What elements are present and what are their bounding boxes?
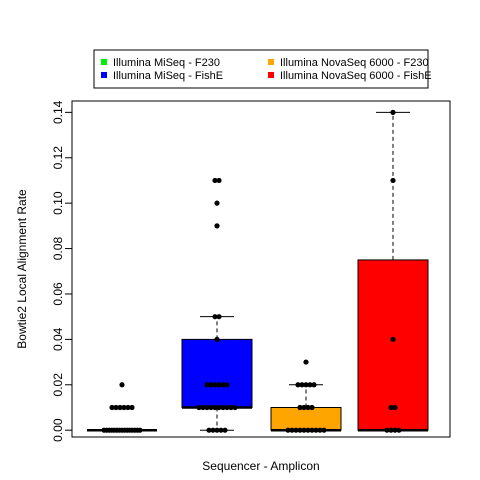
data-point bbox=[232, 404, 238, 411]
box-iqr bbox=[270, 406, 342, 431]
data-point bbox=[206, 427, 212, 433]
data-point bbox=[384, 427, 390, 433]
data-point bbox=[214, 336, 220, 342]
data-point bbox=[303, 382, 309, 388]
data-point bbox=[210, 427, 216, 433]
y-axis: 0.00 0.02 0.04 0.06 0.08 0.10 0.12 0.14 bbox=[51, 100, 73, 442]
y-axis-label: Bowtie2 Local Alignment Rate bbox=[15, 189, 29, 349]
legend-swatch-novaseq-fishe bbox=[268, 72, 274, 78]
data-point bbox=[121, 404, 127, 411]
legend-swatch-miseq-f230 bbox=[101, 59, 107, 65]
legend-label-novaseq-f230: Illumina NovaSeq 6000 - F230 bbox=[280, 57, 429, 69]
data-point bbox=[295, 382, 301, 388]
legend-swatch-novaseq-f230 bbox=[268, 59, 274, 65]
data-point bbox=[216, 177, 222, 184]
boxes-layer bbox=[87, 111, 429, 432]
data-point bbox=[289, 427, 295, 433]
data-point bbox=[200, 404, 206, 411]
data-point bbox=[214, 200, 220, 206]
data-point bbox=[214, 223, 220, 229]
data-point bbox=[212, 314, 218, 320]
data-point bbox=[228, 404, 234, 411]
data-point bbox=[113, 404, 119, 411]
data-point bbox=[212, 382, 218, 388]
data-point bbox=[125, 404, 131, 411]
data-point bbox=[396, 427, 402, 433]
data-point bbox=[390, 336, 396, 342]
y-tick-label: 0.14 bbox=[51, 100, 65, 124]
data-point bbox=[317, 427, 323, 433]
data-point bbox=[303, 359, 309, 365]
data-point bbox=[285, 427, 291, 433]
data-point bbox=[388, 404, 394, 411]
data-point bbox=[224, 404, 230, 411]
data-point bbox=[299, 382, 305, 388]
legend-label-miseq-f230: Illumina MiSeq - F230 bbox=[113, 57, 220, 69]
y-tick-label: 0.12 bbox=[51, 146, 65, 170]
data-point bbox=[208, 404, 214, 411]
y-tick-label: 0.02 bbox=[51, 373, 65, 397]
data-point bbox=[218, 427, 224, 433]
data-point bbox=[222, 427, 228, 433]
legend-box bbox=[93, 49, 429, 89]
data-point bbox=[305, 404, 311, 411]
data-point bbox=[388, 427, 394, 433]
y-tick-label: 0.08 bbox=[51, 237, 65, 261]
data-point bbox=[204, 382, 210, 388]
data-point bbox=[119, 382, 125, 388]
legend: Illumina MiSeq - F230 Illumina MiSeq - F… bbox=[93, 49, 432, 89]
data-point bbox=[216, 314, 222, 320]
data-point bbox=[313, 427, 319, 433]
data-point bbox=[309, 427, 315, 433]
data-point bbox=[311, 382, 317, 388]
data-point bbox=[390, 109, 396, 115]
legend-label-novaseq-fishe: Illumina NovaSeq 6000 - FishE bbox=[280, 70, 432, 82]
data-point bbox=[321, 427, 327, 433]
points-layer bbox=[101, 109, 402, 433]
data-point bbox=[392, 404, 398, 411]
data-point bbox=[305, 427, 311, 433]
data-point bbox=[109, 404, 115, 411]
box-iqr bbox=[357, 259, 429, 431]
data-point bbox=[117, 404, 123, 411]
y-tick-label: 0.06 bbox=[51, 282, 65, 306]
data-point bbox=[309, 404, 315, 411]
box-iqr bbox=[181, 338, 253, 408]
data-point bbox=[212, 404, 218, 411]
y-tick-label: 0.10 bbox=[51, 191, 65, 215]
y-tick-label: 0.00 bbox=[51, 418, 65, 442]
data-point bbox=[390, 177, 396, 184]
data-point bbox=[307, 382, 313, 388]
legend-label-miseq-fishe: Illumina MiSeq - FishE bbox=[113, 70, 223, 82]
data-point bbox=[214, 427, 220, 433]
data-point bbox=[224, 382, 230, 388]
data-point bbox=[208, 382, 214, 388]
data-point bbox=[137, 427, 143, 433]
y-tick-label: 0.04 bbox=[51, 327, 65, 351]
data-point bbox=[216, 404, 222, 411]
data-point bbox=[196, 404, 202, 411]
data-point bbox=[220, 382, 226, 388]
data-point bbox=[212, 177, 218, 184]
data-point bbox=[392, 427, 398, 433]
x-axis-label: Sequencer - Amplicon bbox=[202, 459, 319, 473]
data-point bbox=[301, 404, 307, 411]
data-point bbox=[293, 427, 299, 433]
data-point bbox=[297, 404, 303, 411]
legend-swatch-miseq-fishe bbox=[101, 72, 107, 78]
data-point bbox=[301, 427, 307, 433]
data-point bbox=[204, 404, 210, 411]
data-point bbox=[220, 404, 226, 411]
data-point bbox=[216, 382, 222, 388]
data-point bbox=[297, 427, 303, 433]
data-point bbox=[129, 404, 135, 411]
